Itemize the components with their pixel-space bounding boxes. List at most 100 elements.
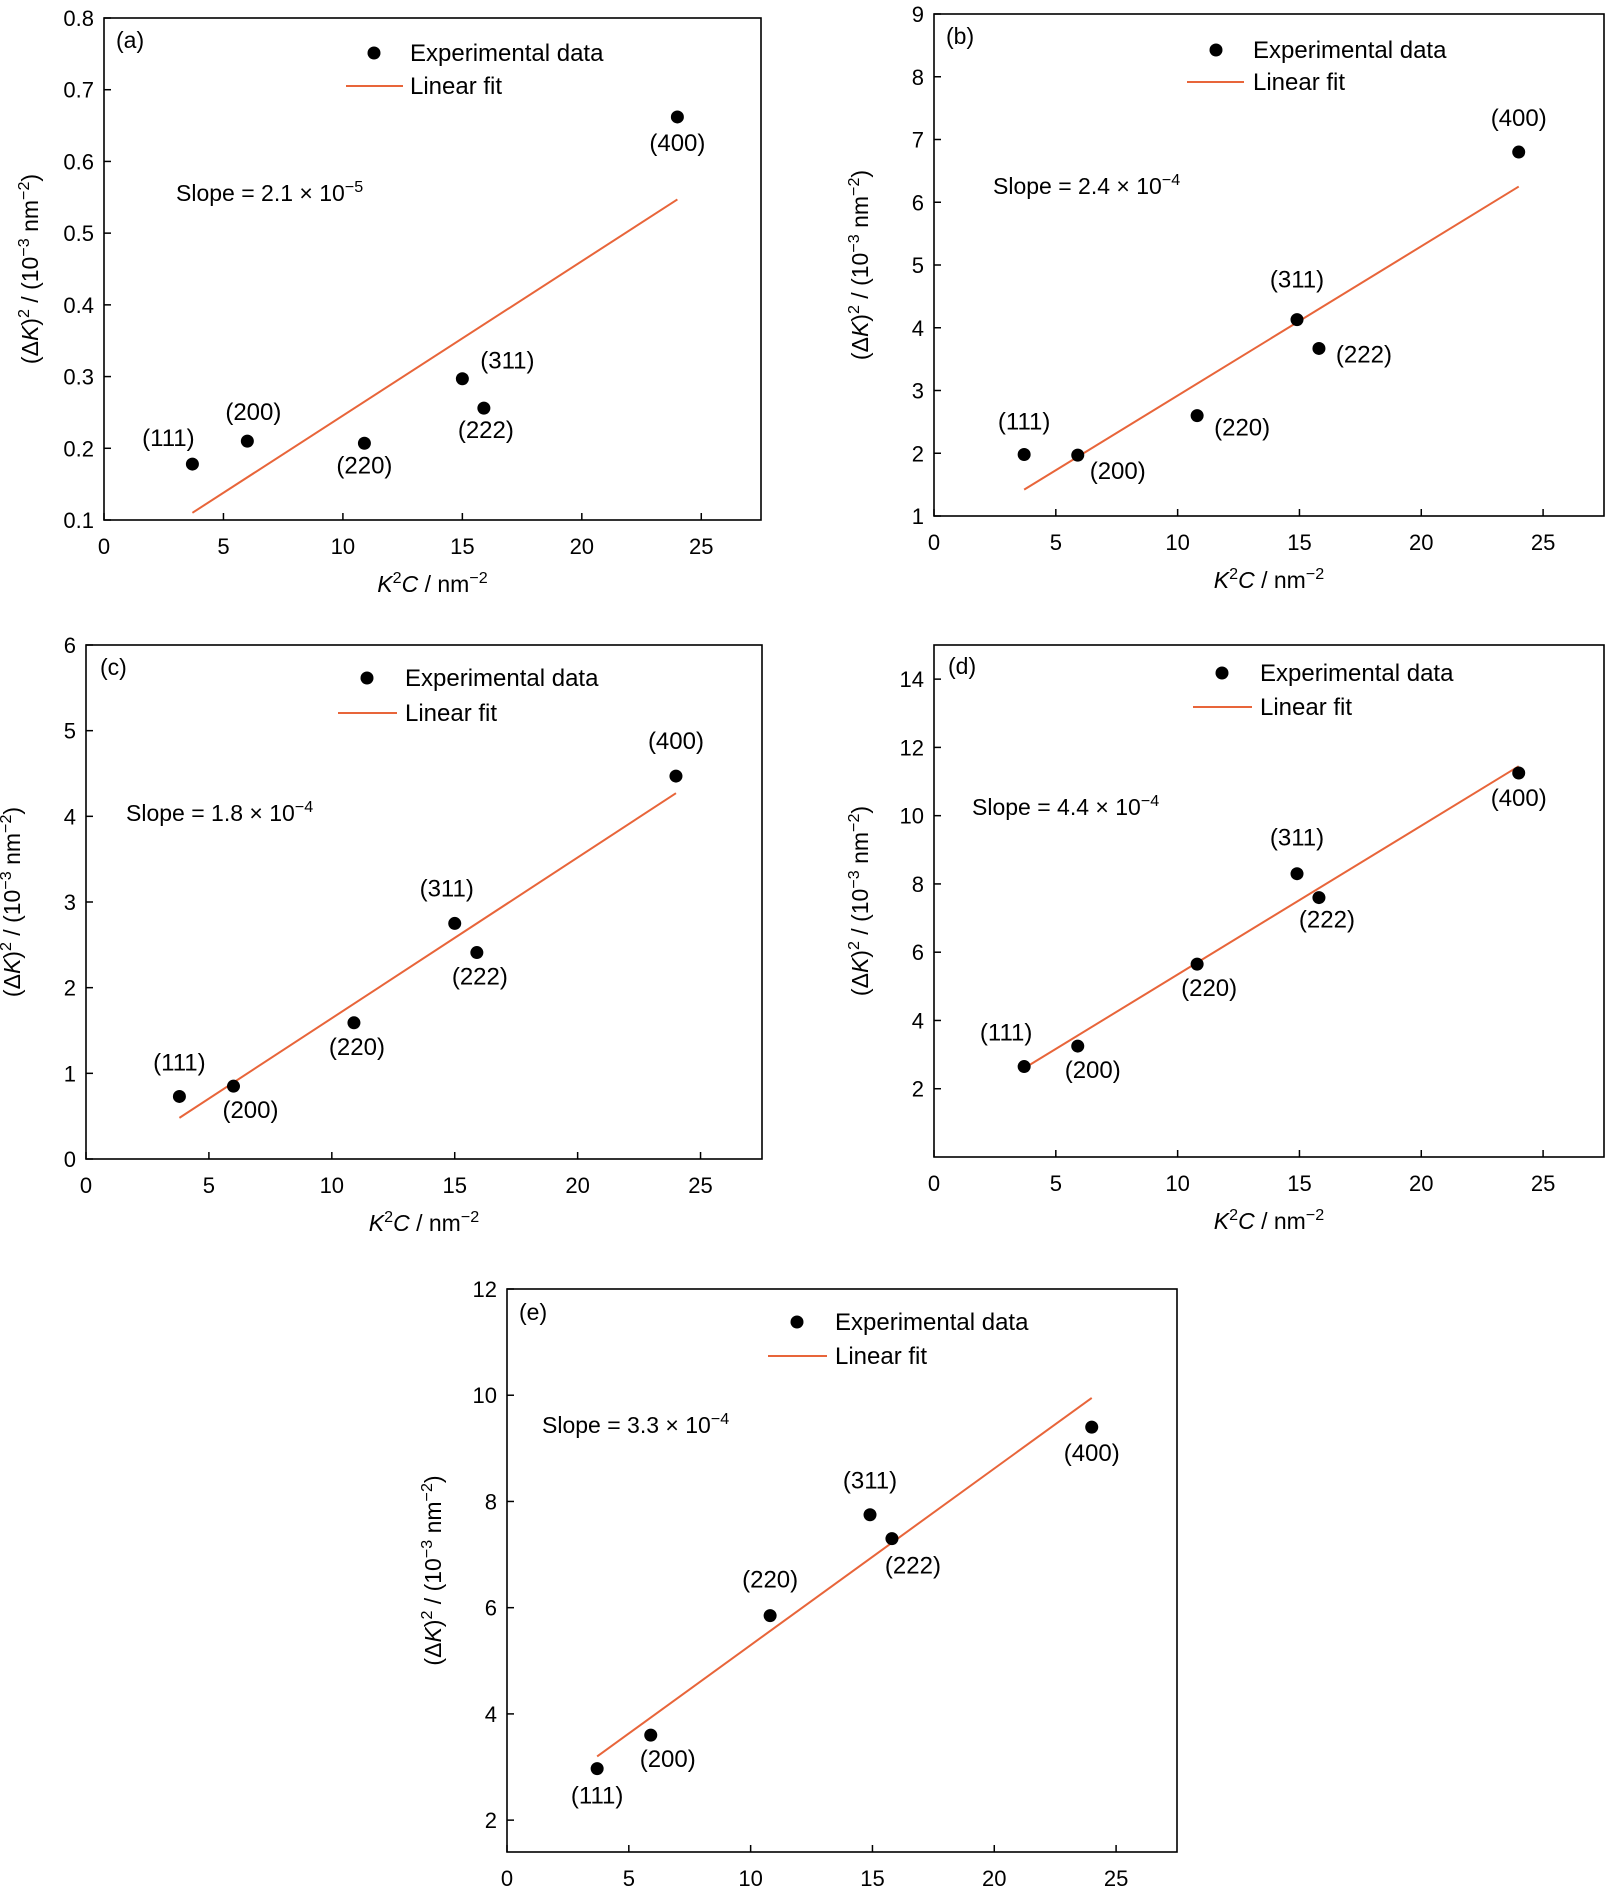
data-point: [470, 946, 484, 960]
point-label: (111): [571, 1783, 623, 1810]
point-label: (400): [649, 130, 705, 157]
data-point: [1190, 409, 1204, 423]
data-point: [590, 1762, 604, 1776]
y-tick-label: 14: [900, 667, 924, 692]
point-label: (311): [1270, 267, 1324, 294]
panel-label: (b): [946, 23, 974, 49]
x-tick-label: 25: [1104, 1866, 1128, 1888]
slope-annotation: Slope = 3.3 × 10−4: [542, 1410, 729, 1438]
x-axis-title: K2C / nm−2: [1214, 1206, 1324, 1234]
x-tick-label: 10: [320, 1173, 344, 1198]
y-tick-label: 2: [912, 1077, 924, 1102]
data-point: [357, 436, 371, 450]
x-tick-label: 10: [1165, 1171, 1189, 1196]
x-axis-title: K2C / nm−2: [1214, 565, 1324, 593]
y-tick-label: 9: [912, 2, 924, 27]
y-tick-label: 5: [64, 719, 76, 744]
x-tick-label: 25: [1531, 530, 1555, 555]
point-label: (400): [648, 728, 704, 755]
point-label: (111): [998, 409, 1050, 436]
y-tick-label: 0.7: [63, 78, 94, 103]
y-tick-label: 4: [485, 1702, 497, 1727]
y-tick-label: 10: [900, 804, 924, 829]
data-point: [863, 1508, 877, 1522]
x-tick-label: 20: [982, 1866, 1006, 1888]
y-tick-label: 6: [64, 633, 76, 658]
legend: Experimental data Linear fit: [346, 40, 604, 100]
chart-panel-d: 0 5 10 15 20 25 2 4 6 8 10 12 14 K2C / nm−2 (ΔK)2 / (1…: [845, 644, 1605, 1234]
y-axis-title: (ΔK)2 / (10−3 nm−2): [0, 807, 25, 997]
point-label: (311): [1270, 825, 1324, 852]
data-point: [885, 1532, 899, 1546]
x-tick-label: 0: [501, 1866, 513, 1888]
x-tick-label: 15: [1287, 530, 1311, 555]
linear-fit-line: [178, 792, 677, 1119]
x-tick-label: 10: [738, 1866, 762, 1888]
y-axis-title: (ΔK)2 / (10−3 nm−2): [845, 806, 873, 996]
panel-label: (a): [116, 27, 144, 53]
point-label: (400): [1064, 1440, 1120, 1467]
point-label: (220): [1214, 415, 1270, 442]
x-tick-label: 0: [98, 534, 110, 559]
panel-label: (e): [519, 1299, 547, 1325]
y-tick-label: 0.1: [63, 508, 94, 533]
point-label: (220): [336, 452, 392, 479]
y-axis-title: (ΔK)2 / (10−3 nm−2): [418, 1475, 446, 1665]
y-tick-label: 3: [64, 890, 76, 915]
x-tick-label: 5: [203, 1173, 215, 1198]
data-point: [1290, 867, 1304, 881]
x-tick-label: 0: [80, 1173, 92, 1198]
point-label: (400): [1491, 785, 1547, 812]
legend-label-data: Experimental data: [1260, 660, 1454, 687]
plot-frame: [933, 644, 1605, 1158]
legend-label-data: Experimental data: [405, 665, 599, 692]
legend-label-fit: Linear fit: [1260, 694, 1352, 721]
x-tick-label: 0: [928, 1171, 940, 1196]
point-label: (111): [142, 425, 194, 452]
point-label: (311): [420, 875, 474, 902]
y-tick-label: 0.8: [63, 6, 94, 31]
x-tick-label: 5: [217, 534, 229, 559]
x-tick-label: 15: [860, 1866, 884, 1888]
y-tick-label: 12: [473, 1277, 497, 1302]
y-axis-title: (ΔK)2 / (10−3 nm−2): [15, 174, 43, 364]
data-point: [240, 434, 254, 448]
point-label: (220): [1181, 975, 1237, 1002]
legend-marker-data: [790, 1315, 804, 1329]
data-point: [172, 1089, 186, 1103]
point-label: (311): [480, 348, 534, 375]
data-point: [763, 1609, 777, 1623]
point-label: (111): [980, 1020, 1032, 1047]
chart-panel-c: 0 5 10 15 20 25 0 1 2 3 4 5 6 K2C / nm−2 (ΔK)2 / (10−3…: [0, 633, 763, 1236]
y-tick-label: 8: [912, 65, 924, 90]
legend-label-fit: Linear fit: [1253, 69, 1345, 96]
y-tick-label: 2: [485, 1808, 497, 1833]
data-point: [226, 1079, 240, 1093]
data-point: [1017, 1060, 1031, 1074]
legend-label-data: Experimental data: [1253, 37, 1447, 64]
data-point: [1290, 313, 1304, 327]
slope-annotation: Slope = 4.4 × 10−4: [972, 792, 1159, 820]
panel-label: (d): [948, 653, 976, 679]
point-label: (222): [885, 1553, 941, 1580]
y-axis-title: (ΔK)2 / (10−3 nm−2): [845, 170, 873, 360]
point-label: (220): [329, 1034, 385, 1061]
legend: Experimental data Linear fit: [1193, 660, 1454, 721]
legend-marker-data: [1215, 666, 1229, 680]
x-tick-label: 25: [688, 1173, 712, 1198]
panel-label: (c): [100, 654, 127, 680]
x-tick-label: 10: [331, 534, 355, 559]
x-tick-label: 15: [450, 534, 474, 559]
legend-marker-data: [360, 671, 374, 685]
data-point: [669, 769, 683, 783]
data-point: [670, 110, 684, 124]
data-point: [185, 457, 199, 471]
point-label: (220): [742, 1567, 798, 1594]
slope-annotation: Slope = 2.4 × 10−4: [993, 171, 1180, 199]
x-tick-label: 10: [1165, 530, 1189, 555]
y-tick-label: 4: [912, 316, 924, 341]
x-tick-label: 20: [565, 1173, 589, 1198]
chart-panel-b: 0 5 10 15 20 25 1 2 3 4 5 6 7 8 9 K2C / nm−2 (ΔK)2 / (10…: [845, 2, 1605, 593]
point-label: (222): [1299, 907, 1355, 934]
